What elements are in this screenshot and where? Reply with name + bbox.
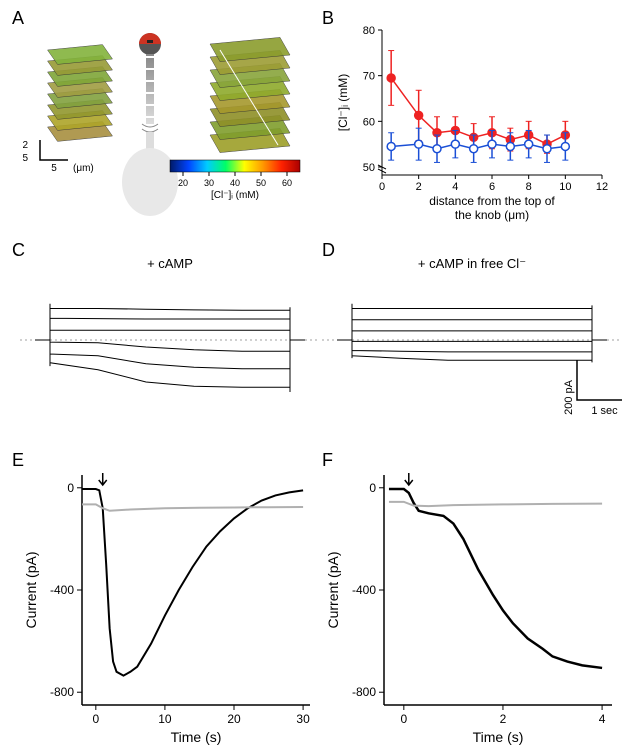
svg-text:+ cAMP: + cAMP — [147, 256, 193, 271]
svg-text:the knob (μm): the knob (μm) — [455, 208, 529, 222]
svg-text:0: 0 — [400, 712, 407, 726]
panel-E-chart: 0 10 20 30 0 -400 -800 Time (s) Current (pA) — [20, 460, 320, 750]
svg-text:50: 50 — [363, 162, 375, 174]
svg-text:70: 70 — [363, 71, 375, 83]
panel-C-traces: + cAMP — [20, 250, 320, 440]
svg-text:8: 8 — [526, 181, 532, 193]
svg-text:Current (pA): Current (pA) — [325, 551, 341, 628]
svg-text:0: 0 — [92, 712, 99, 726]
svg-text:distance from the top of: distance from the top of — [429, 194, 555, 208]
svg-text:20: 20 — [227, 712, 241, 726]
svg-text:2: 2 — [416, 181, 422, 193]
svg-text:2: 2 — [500, 712, 507, 726]
svg-text:0: 0 — [67, 481, 74, 495]
svg-text:4: 4 — [599, 712, 606, 726]
svg-text:Current (pA): Current (pA) — [23, 551, 39, 628]
svg-text:1 sec: 1 sec — [591, 405, 618, 417]
svg-text:-800: -800 — [50, 685, 74, 699]
svg-text:50: 50 — [256, 178, 266, 188]
svg-text:60: 60 — [363, 116, 375, 128]
panel-F-chart: 0 2 4 0 -400 -800 Time (s) Current (pA) — [322, 460, 622, 750]
svg-text:30: 30 — [296, 712, 310, 726]
svg-text:0: 0 — [379, 181, 385, 193]
svg-text:30: 30 — [204, 178, 214, 188]
svg-text:12: 12 — [596, 181, 608, 193]
svg-text:6: 6 — [489, 181, 495, 193]
svg-text:-400: -400 — [352, 583, 376, 597]
panel-D-traces: + cAMP in free Cl⁻ 200 pA 1 sec — [322, 250, 622, 440]
figure: A B C D E F 255(μm)2030405060[Cl⁻]ᵢ (mM)… — [0, 0, 622, 753]
svg-text:+ cAMP in free Cl⁻: + cAMP in free Cl⁻ — [418, 256, 526, 271]
svg-text:4: 4 — [452, 181, 458, 193]
svg-text:-800: -800 — [352, 685, 376, 699]
svg-text:5: 5 — [22, 153, 28, 164]
svg-text:[Cl⁻]ᵢ (mM): [Cl⁻]ᵢ (mM) — [336, 74, 350, 132]
svg-text:10: 10 — [559, 181, 571, 193]
svg-text:5: 5 — [51, 163, 57, 174]
svg-text:(μm): (μm) — [73, 163, 94, 174]
svg-text:0: 0 — [369, 481, 376, 495]
svg-text:Time (s): Time (s) — [171, 729, 222, 745]
svg-text:80: 80 — [363, 25, 375, 37]
svg-text:60: 60 — [282, 178, 292, 188]
svg-text:10: 10 — [158, 712, 172, 726]
panel-B-chart: 0 2 4 6 8 10 12 50 60 70 80 distance from the top o… — [332, 20, 612, 230]
svg-text:-400: -400 — [50, 583, 74, 597]
svg-text:2: 2 — [22, 140, 28, 151]
panel-A: 2 5 5 (μm) 20 30 40 50 60 [Cl⁻]ᵢ (mM) — [20, 20, 320, 230]
svg-text:200 pA: 200 pA — [563, 379, 575, 415]
svg-text:[Cl⁻]ᵢ (mM): [Cl⁻]ᵢ (mM) — [211, 190, 259, 201]
svg-text:20: 20 — [178, 178, 188, 188]
svg-text:Time (s): Time (s) — [473, 729, 524, 745]
svg-text:40: 40 — [230, 178, 240, 188]
